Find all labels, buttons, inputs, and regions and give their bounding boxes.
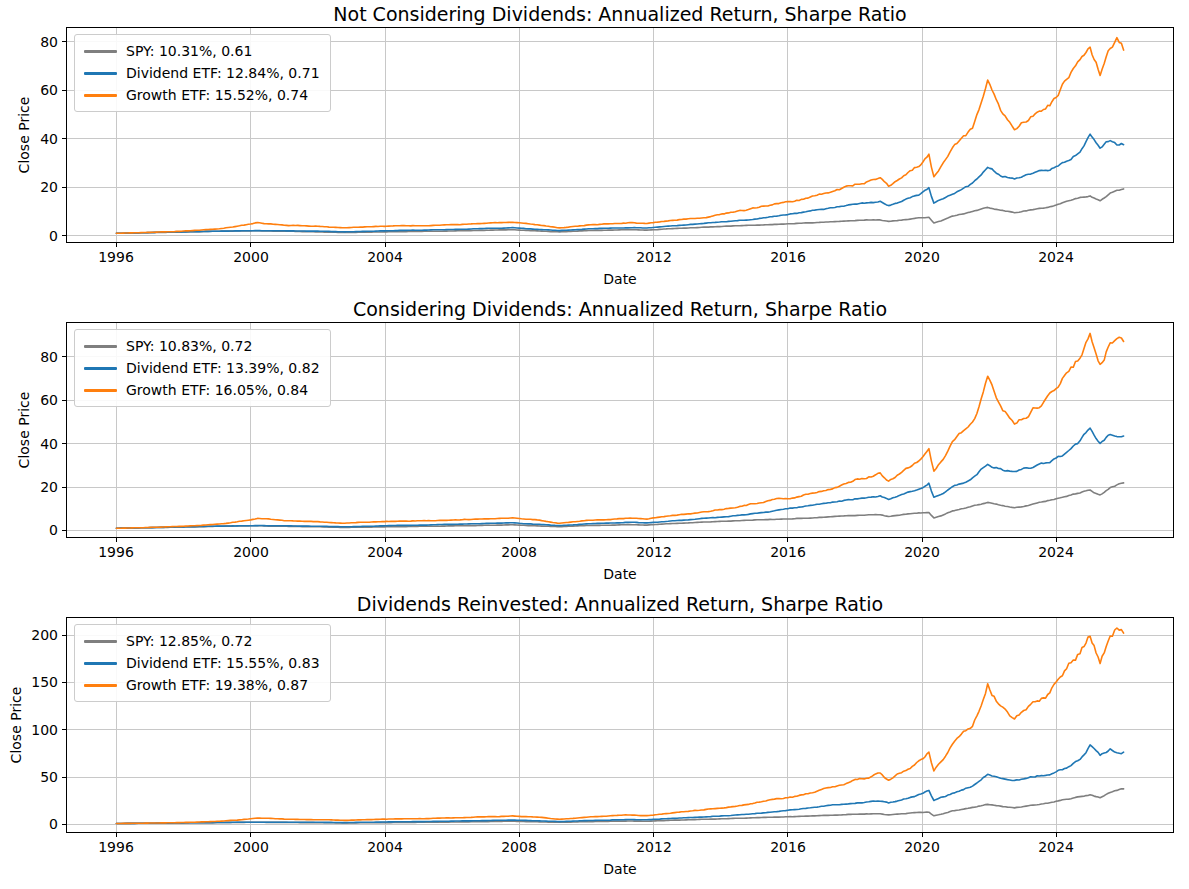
x-tick-label: 2004	[353, 249, 417, 265]
legend-item-dividend-etf: Dividend ETF: 15.55%, 0.83	[84, 652, 320, 674]
legend-item-spy: SPY: 10.83%, 0.72	[84, 335, 320, 357]
x-tick-label: 2008	[487, 249, 551, 265]
legend-label: Dividend ETF: 15.55%, 0.83	[126, 655, 320, 671]
y-tick-label: 0	[6, 815, 58, 833]
y-tick-label: 40	[6, 435, 58, 453]
legend-line-swatch	[84, 662, 117, 665]
series-line-spy	[116, 483, 1123, 528]
x-axis-label: Date	[66, 271, 1174, 287]
legend: SPY: 12.85%, 0.72 Dividend ETF: 15.55%, …	[74, 624, 331, 702]
y-tick-label: 80	[6, 348, 58, 366]
legend-item-growth-etf: Growth ETF: 15.52%, 0.74	[84, 84, 320, 106]
legend-line-swatch	[84, 345, 117, 348]
x-tick-label: 2024	[1024, 544, 1088, 560]
y-tick-label: 60	[6, 81, 58, 99]
legend-label: Growth ETF: 15.52%, 0.74	[126, 87, 308, 103]
x-tick-label: 2000	[219, 544, 283, 560]
x-tick-label: 2016	[756, 839, 820, 855]
chart-considering-dividends: Considering Dividends: Annualized Return…	[0, 295, 1189, 590]
legend-line-swatch	[84, 389, 117, 392]
y-tick-label: 40	[6, 130, 58, 148]
chart-not-considering-dividends: Not Considering Dividends: Annualized Re…	[0, 0, 1189, 295]
y-tick-label: 20	[6, 478, 58, 496]
legend-label: SPY: 10.83%, 0.72	[126, 338, 252, 354]
legend: SPY: 10.31%, 0.61 Dividend ETF: 12.84%, …	[74, 34, 331, 112]
x-tick-label: 1996	[84, 544, 148, 560]
legend-label: SPY: 12.85%, 0.72	[126, 633, 252, 649]
y-tick-label: 60	[6, 391, 58, 409]
legend-line-swatch	[84, 50, 117, 53]
legend-item-growth-etf: Growth ETF: 19.38%, 0.87	[84, 674, 320, 696]
legend-item-spy: SPY: 10.31%, 0.61	[84, 40, 320, 62]
legend-label: Growth ETF: 16.05%, 0.84	[126, 382, 308, 398]
x-tick-label: 1996	[84, 249, 148, 265]
chart-title: Not Considering Dividends: Annualized Re…	[66, 3, 1174, 25]
x-tick-label: 2020	[890, 839, 954, 855]
legend: SPY: 10.83%, 0.72 Dividend ETF: 13.39%, …	[74, 329, 331, 407]
x-tick-label: 1996	[84, 839, 148, 855]
legend-label: SPY: 10.31%, 0.61	[126, 43, 252, 59]
x-axis-label: Date	[66, 861, 1174, 877]
x-tick-label: 2016	[756, 544, 820, 560]
y-tick-label: 100	[6, 721, 58, 739]
y-tick-label: 0	[6, 521, 58, 539]
y-tick-label: 0	[6, 227, 58, 245]
x-tick-label: 2008	[487, 544, 551, 560]
x-tick-label: 2024	[1024, 249, 1088, 265]
legend-line-swatch	[84, 684, 117, 687]
figure: Not Considering Dividends: Annualized Re…	[0, 0, 1189, 889]
x-tick-label: 2004	[353, 839, 417, 855]
y-tick-label: 80	[6, 33, 58, 51]
x-axis-label: Date	[66, 566, 1174, 582]
legend-line-swatch	[84, 367, 117, 370]
chart-title: Considering Dividends: Annualized Return…	[66, 298, 1174, 320]
legend-line-swatch	[84, 72, 117, 75]
x-tick-label: 2000	[219, 249, 283, 265]
x-tick-label: 2012	[622, 839, 686, 855]
y-tick-label: 200	[6, 626, 58, 644]
x-tick-label: 2016	[756, 249, 820, 265]
x-tick-label: 2020	[890, 544, 954, 560]
chart-title: Dividends Reinvested: Annualized Return,…	[66, 593, 1174, 615]
y-tick-label: 150	[6, 673, 58, 691]
x-tick-label: 2012	[622, 249, 686, 265]
x-tick-label: 2012	[622, 544, 686, 560]
legend-item-growth-etf: Growth ETF: 16.05%, 0.84	[84, 379, 320, 401]
x-tick-label: 2004	[353, 544, 417, 560]
x-tick-label: 2020	[890, 249, 954, 265]
series-line-dividend-etf	[116, 745, 1123, 824]
legend-label: Growth ETF: 19.38%, 0.87	[126, 677, 308, 693]
x-tick-label: 2024	[1024, 839, 1088, 855]
series-line-spy	[116, 189, 1123, 233]
series-line-dividend-etf	[116, 134, 1123, 233]
chart-dividends-reinvested: Dividends Reinvested: Annualized Return,…	[0, 590, 1189, 889]
legend-item-dividend-etf: Dividend ETF: 12.84%, 0.71	[84, 62, 320, 84]
legend-label: Dividend ETF: 12.84%, 0.71	[126, 65, 320, 81]
x-tick-label: 2000	[219, 839, 283, 855]
legend-label: Dividend ETF: 13.39%, 0.82	[126, 360, 320, 376]
x-tick-label: 2008	[487, 839, 551, 855]
legend-item-spy: SPY: 12.85%, 0.72	[84, 630, 320, 652]
legend-line-swatch	[84, 640, 117, 643]
y-tick-label: 50	[6, 768, 58, 786]
legend-item-dividend-etf: Dividend ETF: 13.39%, 0.82	[84, 357, 320, 379]
legend-line-swatch	[84, 94, 117, 97]
y-tick-label: 20	[6, 178, 58, 196]
